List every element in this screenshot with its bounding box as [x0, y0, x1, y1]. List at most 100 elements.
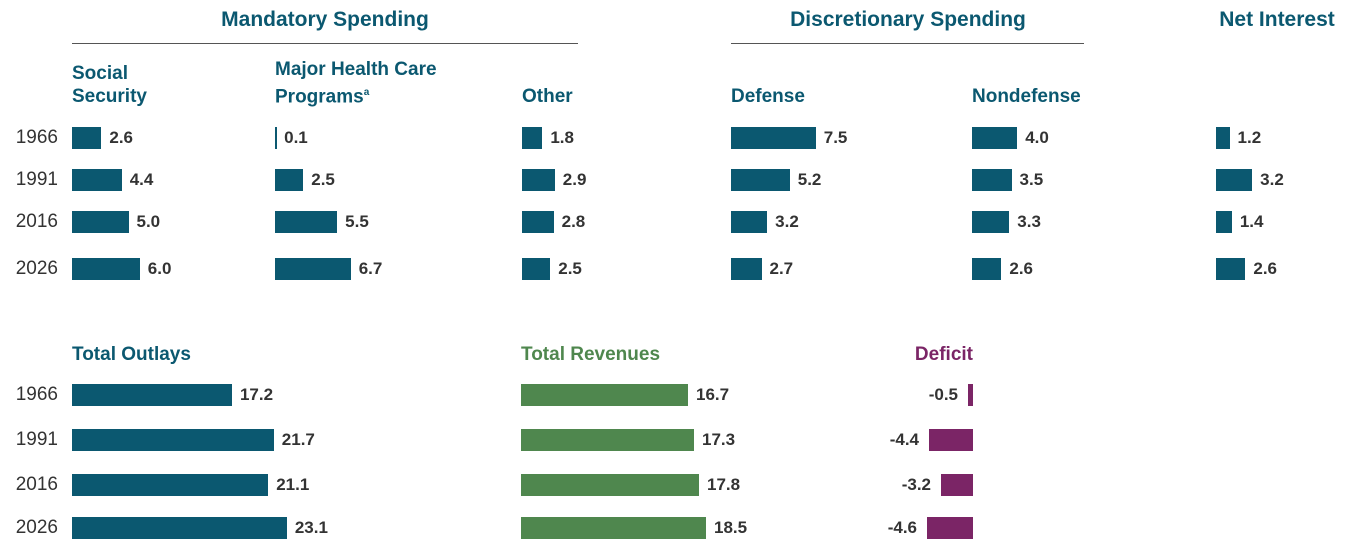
value-label: 2.5 — [558, 259, 582, 278]
value-label: 7.5 — [823, 128, 848, 147]
year-label: 1966 — [15, 384, 58, 405]
group-title: Mandatory Spending — [221, 8, 429, 31]
bar — [731, 169, 790, 191]
value-label: 3.2 — [775, 212, 799, 231]
bar — [275, 169, 304, 191]
bar — [1216, 211, 1232, 233]
panel-title-text: Deficit — [914, 344, 973, 365]
group-title: Net Interest — [1219, 8, 1335, 31]
bar — [522, 127, 543, 149]
value-label: 2.8 — [561, 212, 586, 231]
value-label: 5.5 — [345, 212, 369, 231]
bar — [275, 258, 351, 280]
bar — [1216, 169, 1253, 191]
panel-title-text: Nondefense — [972, 86, 1081, 107]
value-label: 4.4 — [129, 170, 154, 189]
value-label: -4.4 — [889, 430, 919, 449]
bar — [929, 429, 973, 451]
bar — [72, 211, 129, 233]
value-label: 3.3 — [1017, 212, 1041, 231]
panel-title: Major Health Care Programsa — [275, 58, 465, 108]
bar — [72, 258, 140, 280]
bar — [521, 474, 699, 496]
bar — [927, 517, 973, 539]
group-rule — [731, 43, 1084, 44]
title-note: a — [363, 86, 370, 98]
group-title: Discretionary Spending — [790, 8, 1026, 31]
value-label: 18.5 — [714, 518, 748, 537]
bar — [72, 384, 232, 406]
panel-title: Social Security — [72, 62, 192, 108]
value-label: -0.5 — [928, 385, 958, 404]
panel-title: Deficit — [853, 343, 973, 366]
value-label: 2.5 — [311, 170, 335, 189]
bar — [731, 258, 762, 280]
bar — [968, 384, 973, 406]
value-label: 2.9 — [562, 170, 587, 189]
value-label: 5.2 — [797, 170, 822, 189]
bar — [972, 127, 1018, 149]
bar — [521, 429, 694, 451]
panel-title: Other — [522, 85, 672, 108]
panel-title: Nondefense — [972, 85, 1122, 108]
bar — [522, 211, 554, 233]
group-rule — [72, 43, 578, 44]
value-label: 2.6 — [1009, 259, 1034, 278]
panel-title-text: Social Security — [72, 63, 147, 107]
value-label: 17.8 — [707, 475, 741, 494]
value-label: 5.0 — [136, 212, 161, 231]
bar — [1216, 127, 1230, 149]
value-label: 21.1 — [276, 475, 310, 494]
panel-title: Total Outlays — [72, 343, 272, 366]
bar — [72, 474, 269, 496]
bar — [72, 429, 274, 451]
bar — [731, 211, 768, 233]
bar — [972, 211, 1010, 233]
bar — [522, 258, 551, 280]
bar — [1216, 258, 1246, 280]
panel-title-text: Defense — [731, 86, 805, 107]
panel-title-text: Major Health Care Programs — [275, 58, 437, 107]
value-label: 21.7 — [281, 430, 315, 449]
value-label: 1.4 — [1239, 212, 1264, 231]
value-label: 3.2 — [1260, 170, 1284, 189]
value-label: -3.2 — [901, 475, 931, 494]
value-label: 4.0 — [1025, 128, 1049, 147]
year-label: 2016 — [15, 474, 58, 495]
bar — [972, 258, 1002, 280]
value-label: 2.6 — [1253, 259, 1278, 278]
bar — [275, 211, 338, 233]
year-label: 2026 — [15, 517, 58, 538]
value-label: 23.1 — [294, 518, 328, 537]
bar — [972, 169, 1012, 191]
value-label: 3.5 — [1019, 170, 1044, 189]
value-label: 6.7 — [358, 259, 383, 278]
value-label: 17.3 — [702, 430, 736, 449]
year-label: 1991 — [15, 169, 58, 190]
year-label: 2016 — [15, 211, 58, 232]
bar — [72, 127, 102, 149]
value-label: 2.6 — [109, 128, 134, 147]
panel-title-text: Total Revenues — [521, 344, 661, 365]
value-label: 2.7 — [769, 259, 794, 278]
value-label: 1.8 — [550, 128, 574, 147]
bar — [72, 169, 122, 191]
bar — [521, 384, 688, 406]
bar — [521, 517, 706, 539]
value-label: 17.2 — [239, 385, 274, 404]
year-label: 2026 — [15, 258, 58, 279]
value-label: 6.0 — [147, 259, 172, 278]
year-label: 1966 — [15, 127, 58, 148]
year-label: 1991 — [15, 429, 58, 450]
bar — [72, 517, 287, 539]
value-label: -4.6 — [887, 518, 917, 537]
bar — [522, 169, 555, 191]
panel-title: Total Revenues — [521, 343, 721, 366]
bar — [275, 127, 277, 149]
bar — [941, 474, 973, 496]
bar — [731, 127, 816, 149]
panel-title-text: Total Outlays — [72, 344, 191, 365]
panel-title-text: Other — [522, 86, 573, 107]
value-label: 0.1 — [284, 128, 308, 147]
